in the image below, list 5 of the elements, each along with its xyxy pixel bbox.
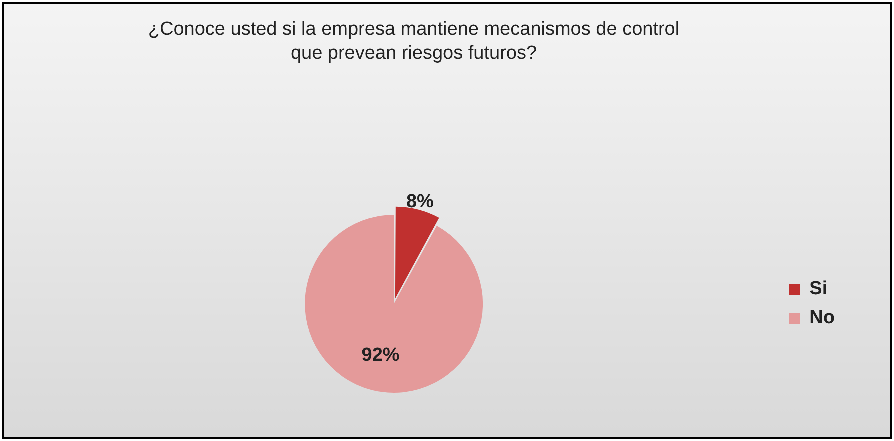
data-label: 8% xyxy=(406,192,434,213)
chart-title: ¿Conoce usted si la empresa mantiene mecanismos de control que prevean riesgos futuros? xyxy=(147,18,681,66)
legend-label: Si xyxy=(810,278,828,300)
data-label: 92% xyxy=(362,344,400,366)
legend-label: No xyxy=(810,308,835,329)
